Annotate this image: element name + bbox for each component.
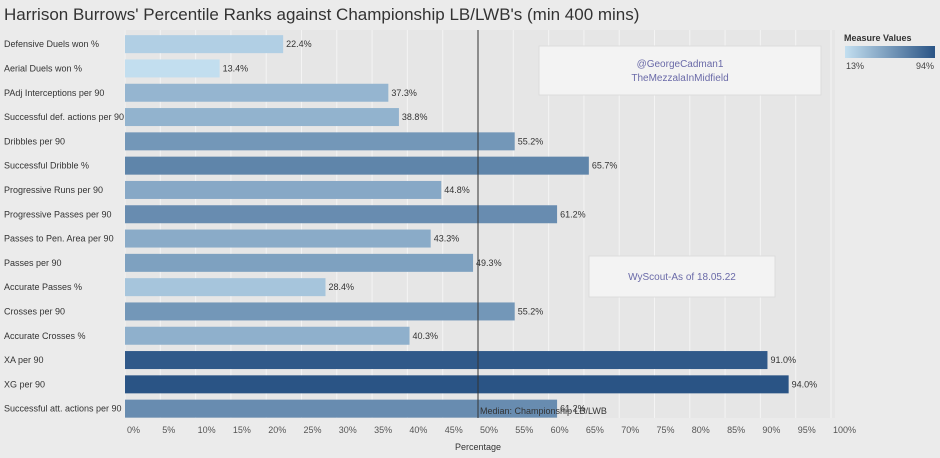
data-label: 13.4% — [223, 63, 249, 73]
credit-annotation-box — [538, 45, 822, 96]
legend-min-label: 13% — [846, 61, 864, 71]
data-label: 55.2% — [518, 306, 544, 316]
x-tick-label: 55% — [515, 425, 533, 435]
x-tick-label: 60% — [551, 425, 569, 435]
bar — [125, 59, 220, 78]
median-label: Median: Championship LB/LWB — [480, 406, 607, 416]
legend-title: Measure Values — [844, 33, 912, 43]
data-label: 61.2% — [560, 209, 586, 219]
x-tick-label: 50% — [480, 425, 498, 435]
x-tick-label: 95% — [798, 425, 816, 435]
source-annotation-box — [588, 255, 776, 298]
data-label: 91.0% — [770, 355, 796, 365]
bar — [125, 205, 558, 224]
bar — [125, 132, 515, 151]
x-tick-label: 5% — [162, 425, 175, 435]
chart-title: Harrison Burrows' Percentile Ranks again… — [4, 5, 639, 24]
data-label: 61.2% — [560, 404, 586, 414]
category-label: Defensive Duels won % — [4, 39, 99, 49]
category-label: Successful Dribble % — [4, 161, 89, 171]
bar — [125, 326, 410, 345]
bar — [125, 229, 431, 248]
data-label: 43.3% — [434, 234, 460, 244]
data-label: 55.2% — [518, 136, 544, 146]
data-label: 44.8% — [444, 185, 470, 195]
x-tick-label: 10% — [198, 425, 216, 435]
x-tick-label: 85% — [727, 425, 745, 435]
data-label: 22.4% — [286, 39, 312, 49]
category-label: XA per 90 — [4, 355, 44, 365]
category-label: Successful att. actions per 90 — [4, 404, 122, 414]
legend-max-label: 94% — [916, 61, 934, 71]
data-label: 38.8% — [402, 112, 428, 122]
x-tick-label: 0% — [127, 425, 140, 435]
x-tick-label: 90% — [762, 425, 780, 435]
x-tick-label: 25% — [304, 425, 322, 435]
data-label: 37.3% — [391, 88, 417, 98]
x-tick-label: 70% — [621, 425, 639, 435]
bar — [125, 302, 515, 321]
x-tick-label: 20% — [268, 425, 286, 435]
category-label: Accurate Passes % — [4, 282, 82, 292]
category-label: Progressive Runs per 90 — [4, 185, 103, 195]
x-tick-label: 30% — [339, 425, 357, 435]
data-label: 28.4% — [329, 282, 355, 292]
data-label: 94.0% — [792, 379, 818, 389]
category-label: Passes to Pen. Area per 90 — [4, 234, 114, 244]
bar — [125, 278, 326, 297]
category-label: PAdj Interceptions per 90 — [4, 88, 104, 98]
x-tick-label: 65% — [586, 425, 604, 435]
x-tick-label: 45% — [445, 425, 463, 435]
x-tick-label: 75% — [657, 425, 675, 435]
category-label: XG per 90 — [4, 379, 45, 389]
bar — [125, 253, 474, 272]
x-tick-label: 40% — [409, 425, 427, 435]
category-label: Successful def. actions per 90 — [4, 112, 124, 122]
data-label: 49.3% — [476, 258, 502, 268]
bar — [125, 351, 768, 370]
category-label: Passes per 90 — [4, 258, 62, 268]
x-tick-label: 80% — [692, 425, 710, 435]
annotation-text: WyScout-As of 18.05.22 — [628, 272, 736, 283]
category-label: Aerial Duels won % — [4, 63, 82, 73]
bar — [125, 375, 789, 394]
x-axis-title: Percentage — [455, 442, 501, 452]
annotation-text: @GeorgeCadman1 — [637, 59, 724, 70]
x-tick-label: 15% — [233, 425, 251, 435]
data-label: 40.3% — [413, 331, 439, 341]
category-label: Accurate Crosses % — [4, 331, 86, 341]
x-tick-label: 100% — [833, 425, 856, 435]
bar — [125, 156, 589, 175]
category-label: Progressive Passes per 90 — [4, 209, 112, 219]
legend-color-scale — [845, 46, 935, 58]
annotation-text: TheMezzalaInMidfield — [631, 73, 728, 84]
bar — [125, 83, 389, 102]
data-label: 65.7% — [592, 161, 618, 171]
bar — [125, 399, 558, 418]
x-tick-label: 35% — [374, 425, 392, 435]
category-label: Crosses per 90 — [4, 306, 65, 316]
bar — [125, 35, 284, 54]
bar — [125, 108, 399, 127]
bar — [125, 180, 442, 199]
category-label: Dribbles per 90 — [4, 136, 65, 146]
